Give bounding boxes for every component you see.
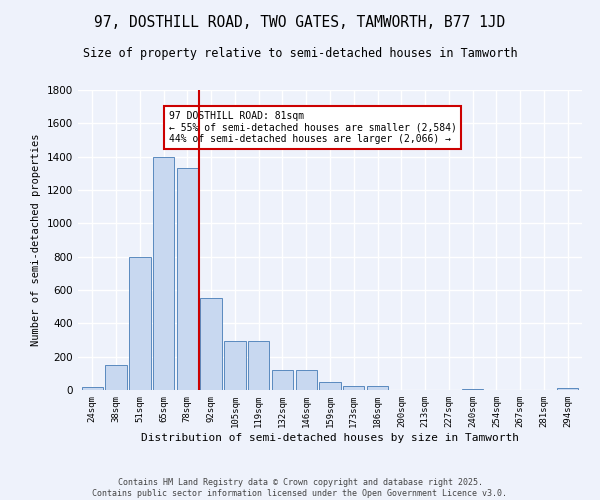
Bar <box>82 386 103 390</box>
Bar <box>129 256 151 390</box>
Y-axis label: Number of semi-detached properties: Number of semi-detached properties <box>31 134 41 346</box>
Bar <box>153 156 174 390</box>
Text: 97, DOSTHILL ROAD, TWO GATES, TAMWORTH, B77 1JD: 97, DOSTHILL ROAD, TWO GATES, TAMWORTH, … <box>94 15 506 30</box>
X-axis label: Distribution of semi-detached houses by size in Tamworth: Distribution of semi-detached houses by … <box>141 432 519 442</box>
Bar <box>224 341 245 390</box>
Bar <box>557 388 578 390</box>
Bar <box>176 168 198 390</box>
Bar <box>319 382 341 390</box>
Text: Contains HM Land Registry data © Crown copyright and database right 2025.
Contai: Contains HM Land Registry data © Crown c… <box>92 478 508 498</box>
Text: Size of property relative to semi-detached houses in Tamworth: Size of property relative to semi-detach… <box>83 48 517 60</box>
Bar <box>343 386 364 390</box>
Bar <box>248 341 269 390</box>
Bar <box>272 370 293 390</box>
Bar <box>296 370 317 390</box>
Bar <box>367 386 388 390</box>
Bar <box>106 365 127 390</box>
Bar <box>200 298 222 390</box>
Bar <box>462 389 484 390</box>
Text: 97 DOSTHILL ROAD: 81sqm
← 55% of semi-detached houses are smaller (2,584)
44% of: 97 DOSTHILL ROAD: 81sqm ← 55% of semi-de… <box>169 111 457 144</box>
